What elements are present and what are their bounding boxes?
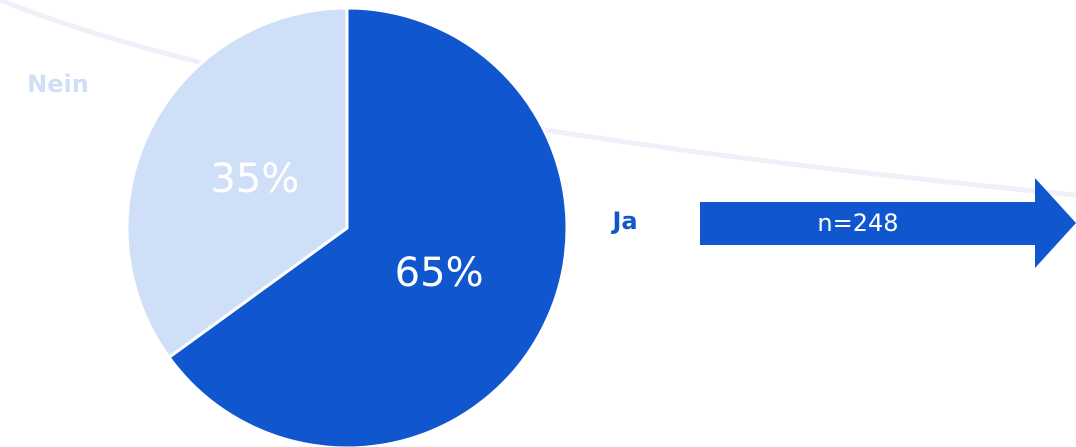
value-label: 65% <box>395 250 484 296</box>
pie-slice <box>125 6 349 360</box>
arrow <box>700 178 1076 268</box>
pie <box>125 6 569 447</box>
sample-size: n=248 <box>817 209 898 237</box>
pie-slice <box>166 6 569 447</box>
category-label: Ja <box>610 207 637 235</box>
value-label: 35% <box>210 156 299 202</box>
category-label: Nein <box>27 70 89 98</box>
